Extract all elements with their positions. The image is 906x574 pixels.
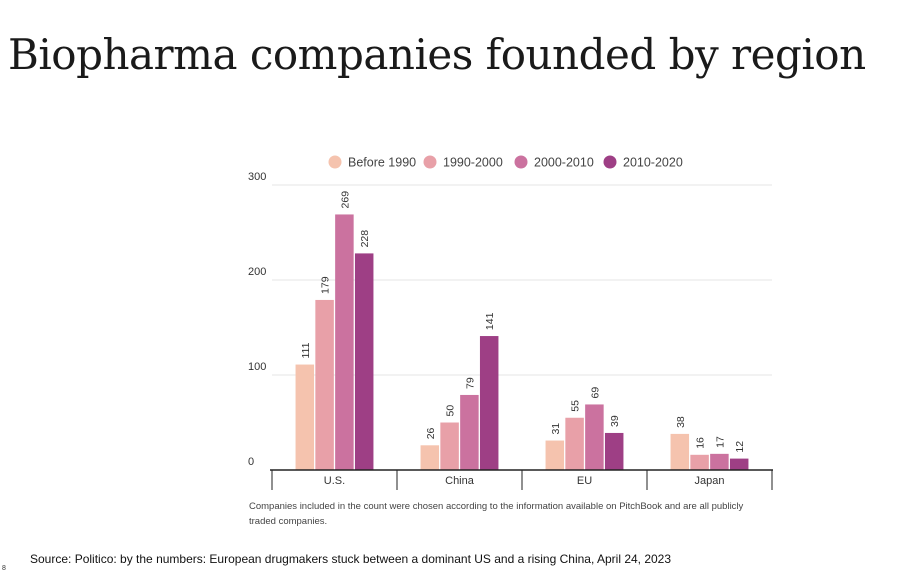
data-label: 39 [609, 415, 621, 427]
data-label: 79 [464, 377, 476, 389]
bar [565, 417, 584, 470]
legend-swatch [328, 155, 342, 169]
x-tick-label: China [445, 475, 475, 487]
legend-label: 1990-2000 [443, 156, 503, 170]
bar [315, 299, 334, 470]
data-label: 228 [359, 230, 371, 248]
bars [295, 214, 749, 470]
legend-label: 2000-2010 [534, 156, 594, 170]
y-tick-label: 300 [248, 171, 266, 183]
bar [295, 364, 315, 470]
chart-title: Biopharma companies founded by region [8, 30, 866, 79]
page-number: 8 [2, 565, 6, 572]
legend-label: 2010-2020 [623, 156, 683, 170]
bar [729, 458, 749, 470]
data-labels: 111 179 269 228 26 50 79 141 31 55 69 39 38 16 17 12 [300, 191, 746, 453]
bar [335, 214, 354, 470]
data-label: 69 [589, 387, 601, 399]
data-label: 55 [570, 400, 582, 412]
y-tick-label: 200 [248, 266, 266, 278]
data-label: 31 [550, 423, 562, 435]
x-axis: U.S. China EU Japan [270, 469, 773, 490]
y-tick-label: 100 [248, 361, 266, 373]
legend-swatch [423, 155, 437, 169]
data-label: 17 [714, 436, 726, 448]
bar [604, 432, 624, 470]
bar [585, 404, 604, 470]
bar [690, 454, 709, 470]
data-label: 12 [734, 441, 746, 453]
x-tick-label: U.S. [324, 475, 345, 487]
bar [670, 433, 690, 470]
legend-swatch [514, 155, 528, 169]
x-tick-label: EU [577, 475, 592, 487]
bar [460, 394, 479, 470]
legend-swatch [603, 155, 617, 169]
bar [545, 440, 565, 470]
data-label: 111 [300, 342, 312, 358]
bar [420, 445, 440, 470]
data-label: 16 [695, 437, 707, 449]
bar [440, 422, 459, 470]
y-axis-ticks: 0 100 200 300 [248, 171, 266, 468]
source-citation: Source: Politico: by the numbers: Europe… [30, 552, 672, 566]
data-label: 50 [445, 405, 457, 417]
legend: Before 1990 1990-2000 2000-2010 2010-2020 [328, 155, 683, 170]
bar [710, 453, 729, 470]
y-tick-label: 0 [248, 456, 254, 468]
bar [354, 253, 374, 470]
data-label: 26 [425, 427, 437, 439]
data-label: 269 [339, 191, 351, 209]
bar [479, 336, 499, 470]
chart-footnote: Companies included in the count were cho… [249, 501, 744, 527]
data-label: 141 [484, 312, 496, 330]
x-tick-label: Japan [695, 475, 725, 487]
legend-label: Before 1990 [348, 156, 416, 170]
data-label: 179 [320, 276, 332, 294]
data-label: 38 [675, 416, 687, 428]
